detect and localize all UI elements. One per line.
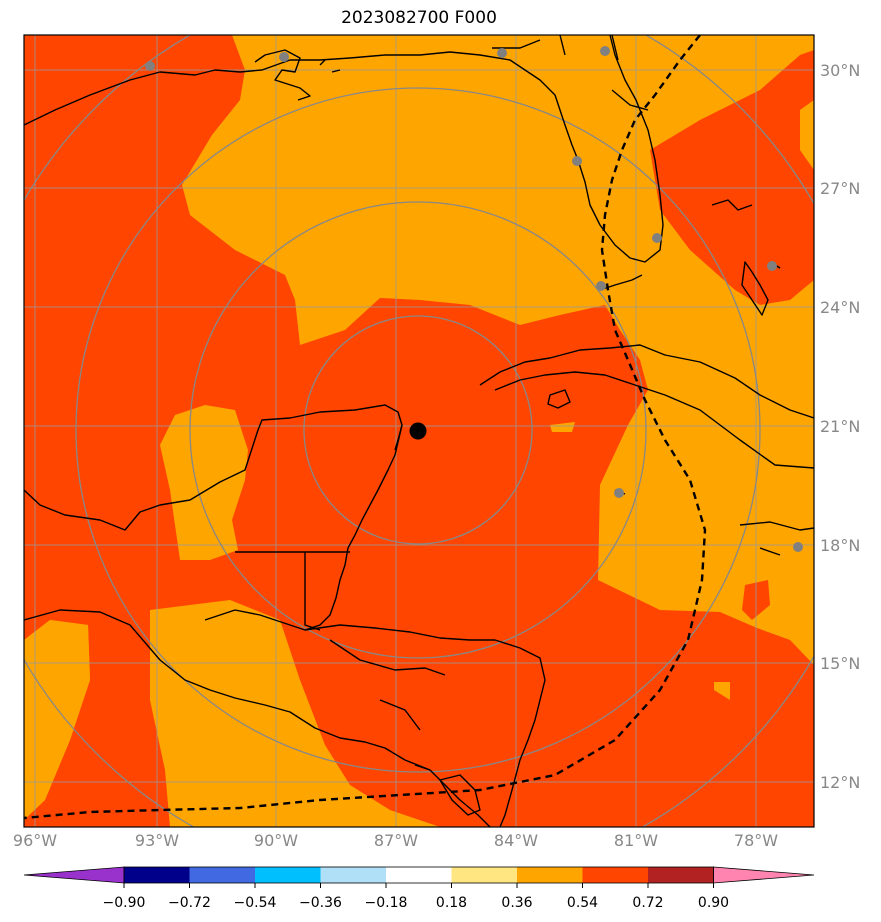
lon-tick-label: 87°W [374,831,418,850]
field-pocket-northeast [800,100,814,170]
colorbar-label: −0.54 [234,895,277,911]
range-rings [24,35,814,827]
colorbar-label: 0.36 [501,895,532,911]
colorbar-label: −0.18 [365,895,408,911]
coast-lake-nicaragua [439,774,481,816]
colorbar-segment [582,867,648,883]
lat-tick-label: 27°N [820,179,860,198]
coast-mississippi-delta [254,49,311,101]
lon-tick-label: 84°W [494,831,538,850]
colorbar-ticks [123,883,714,888]
lat-tick-label: 18°N [820,536,860,555]
coast-louisiana-islands [319,59,341,73]
colorbar-frame [123,866,714,884]
lon-tick-label: 93°W [135,831,179,850]
map-title: 2023082700 F000 [341,8,497,28]
coast-honduras [304,624,546,827]
field-pocket-southwest [24,620,90,820]
lon-tick-label: 96°W [13,831,57,850]
station-marker [279,52,289,62]
colorbar-extend-low [23,866,125,884]
station-marker [596,281,606,291]
station-marker [572,156,582,166]
station-marker [145,61,155,71]
colorbar-label: 0.18 [436,895,467,911]
colorbar-label: −0.36 [299,895,342,911]
colorbar: −0.90 −0.72 −0.54 −0.36 −0.18 0.18 0.36 … [23,866,815,911]
coast-mexico-gulf [24,404,403,531]
border-guatemala-south [204,609,291,626]
lon-tick-label: 90°W [254,831,298,850]
colorbar-segment [648,867,714,883]
field-pocket-west [160,405,248,560]
station-marker [600,46,610,56]
range-ring-2 [189,201,647,659]
lat-tick-labels: 30°N 27°N 24°N 21°N 18°N 15°N 12°N [820,61,860,792]
border-mexico-guatemala [235,551,321,631]
station-marker [767,261,777,271]
field-low-regions [24,100,814,827]
colorbar-segment [189,867,255,883]
station-marker [497,48,507,58]
lat-tick-label: 21°N [820,417,860,436]
coast-lake-island [414,764,431,771]
coast-pacific [24,609,491,827]
coast-cuba [479,344,814,419]
border-florida-north [611,35,619,61]
range-ring-1 [303,315,533,545]
coast-yucatan-east [347,424,403,549]
colorbar-segment [451,867,517,883]
colorbar-label: −0.90 [103,895,146,911]
lat-tick-label: 30°N [820,61,860,80]
station-marker [793,542,803,552]
graticule [24,35,814,827]
station-marker [652,233,662,243]
field-pocket-southeast [714,682,730,700]
coast-cuba-south [494,371,814,469]
map-area [24,35,814,827]
colorbar-segment [320,867,386,883]
coast-texas-gulf [24,51,579,161]
forecast-cone-outline [24,35,707,820]
colorbar-extend-high [713,866,815,884]
station-marker [614,488,624,498]
border-central [329,639,446,731]
colorbar-label: 0.54 [567,895,598,911]
station-markers [145,46,803,552]
colorbar-segment [124,867,190,883]
colorbar-segment [386,867,452,883]
border-southeast [611,89,649,111]
lon-tick-label: 81°W [614,831,658,850]
field-pocket-south [150,600,440,827]
storm-center-marker [409,422,427,440]
lon-tick-labels: 96°W 93°W 90°W 87°W 84°W 81°W 78°W [13,831,778,850]
coast-isle-youth [547,389,571,409]
range-ring-3 [75,87,761,773]
colorbar-label: 0.72 [632,895,663,911]
lon-tick-label: 78°W [734,831,778,850]
field-region-east [650,50,814,305]
border-gulf-states [492,35,566,56]
map-frame [23,34,815,828]
lat-tick-label: 15°N [820,654,860,673]
colorbar-label: −0.72 [168,895,211,911]
colorbar-segment [517,867,583,883]
colorbar-label: 0.90 [698,895,729,911]
lat-tick-label: 12°N [820,773,860,792]
coast-jamaica [739,521,814,556]
colorbar-segment [255,867,321,883]
lat-tick-label: 24°N [820,298,860,317]
coastlines [24,35,814,827]
field-pocket-cuba [550,422,575,432]
